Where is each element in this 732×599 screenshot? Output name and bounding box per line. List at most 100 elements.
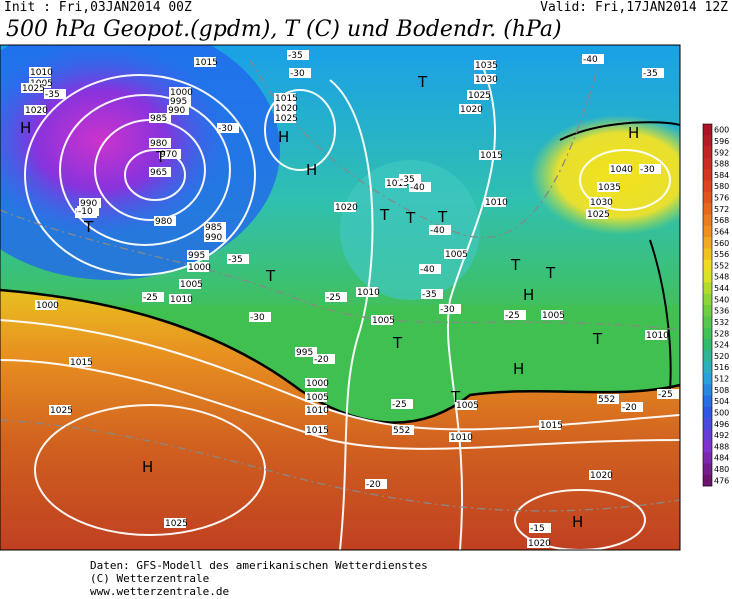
colorbar-swatch <box>703 338 712 351</box>
label-box <box>365 479 387 489</box>
contour-label: 1020 <box>335 203 358 213</box>
contour-label: 1015 <box>70 358 93 368</box>
contour-label: -10 <box>78 207 93 217</box>
contour-label: 1005 <box>456 401 479 411</box>
label-box <box>142 292 164 302</box>
label-box <box>305 405 327 415</box>
label-box <box>609 164 631 174</box>
contour-label: -25 <box>143 293 158 303</box>
colorbar-tick-label: 500 <box>714 408 729 417</box>
label-box <box>227 254 249 264</box>
contour-label: 1035 <box>598 183 621 193</box>
contour-label: 1010 <box>170 295 193 305</box>
label-box <box>597 394 619 404</box>
contour-label: 1035 <box>475 61 498 71</box>
pressure-center: H <box>278 128 289 146</box>
contour-label: -35 <box>228 255 243 265</box>
colorbar-tick-label: 600 <box>714 126 729 135</box>
label-box <box>217 123 239 133</box>
pressure-center: H <box>306 161 317 179</box>
label-box <box>325 292 347 302</box>
contour-label: -30 <box>640 165 655 175</box>
contour-label: 1025 <box>468 91 491 101</box>
colorbar-tick-label: 588 <box>714 160 729 169</box>
contour-label: -40 <box>583 55 598 65</box>
colorbar-swatch <box>703 327 712 340</box>
label-box <box>385 178 407 188</box>
colorbar-swatch <box>703 429 712 442</box>
label-box <box>305 425 327 435</box>
colorbar-swatch <box>703 271 712 283</box>
label-box <box>657 389 679 399</box>
pressure-center: H <box>523 286 534 304</box>
colorbar-swatch <box>703 463 712 475</box>
colorbar-swatch <box>703 452 712 464</box>
label-box <box>169 87 191 97</box>
label-box <box>274 113 296 123</box>
footer-line: (C) Wetterzentrale <box>90 572 209 585</box>
pressure-center: T <box>510 256 521 274</box>
contour-label: 990 <box>80 199 97 209</box>
contour-label: 1005 <box>542 311 565 321</box>
label-box <box>474 74 496 84</box>
contour-label: 1015 <box>195 58 218 68</box>
contour-label: 980 <box>150 139 167 149</box>
label-box <box>159 149 181 159</box>
pressure-center: T <box>265 267 276 285</box>
colorbar-tick-label: 512 <box>714 375 729 384</box>
colorbar-tick-label: 548 <box>714 273 729 282</box>
contour-label: 1010 <box>306 406 329 416</box>
label-box <box>149 167 171 177</box>
contour-label: 965 <box>150 168 167 178</box>
colorbar-swatch <box>703 406 712 419</box>
label-box <box>539 420 561 430</box>
contour-label: 980 <box>155 217 172 227</box>
label-box <box>419 264 441 274</box>
colorbar-swatch <box>703 225 712 238</box>
pressure-center: T <box>405 209 416 227</box>
contour-label: -40 <box>420 265 435 275</box>
pressure-center: H <box>628 124 639 142</box>
label-box <box>313 354 335 364</box>
label-box <box>621 402 643 412</box>
contour-label: -40 <box>410 183 425 193</box>
contour-label: -25 <box>505 311 520 321</box>
colorbar-tick-label: 524 <box>714 341 729 350</box>
colorbar-tick-label: 568 <box>714 216 729 225</box>
map-frame <box>0 44 681 551</box>
label-box <box>582 54 604 64</box>
contour-label: 1020 <box>460 105 483 115</box>
contour-label: 1000 <box>170 88 193 98</box>
label-box <box>479 150 501 160</box>
colorbar-swatch <box>703 395 712 408</box>
contour-label: 552 <box>393 426 410 436</box>
colorbar-tick-label: 480 <box>714 465 729 474</box>
contour-label: -20 <box>314 355 329 365</box>
colorbar-swatch <box>703 248 712 261</box>
colorbar-tick-label: 536 <box>714 307 729 316</box>
colorbar-swatch <box>703 191 712 204</box>
map-area <box>0 45 680 550</box>
footer-line: www.wetterzentrale.de <box>90 585 229 598</box>
colorbar-swatch <box>703 135 712 147</box>
label-box <box>409 182 431 192</box>
footer-line: Daten: GFS-Modell des amerikanischen Wet… <box>90 559 428 572</box>
label-box <box>295 347 317 357</box>
contour-label: -35 <box>643 69 658 79</box>
contour-label: -30 <box>250 313 265 323</box>
contour-label: 1025 <box>165 519 188 529</box>
contour-label: 1005 <box>306 393 329 403</box>
pressure-center: T <box>545 264 556 282</box>
label-box <box>449 432 471 442</box>
label-box <box>504 310 526 320</box>
contour-label: -30 <box>290 69 305 79</box>
pressure-center: H <box>20 119 31 137</box>
label-box <box>467 90 489 100</box>
contour-label: -35 <box>400 175 415 185</box>
contour-label: 990 <box>168 106 185 116</box>
colorbar-tick-label: 580 <box>714 182 729 191</box>
colorbar-swatch <box>703 169 712 181</box>
contour-label: 1025 <box>587 210 610 220</box>
colorbar-tick-label: 492 <box>714 431 729 440</box>
